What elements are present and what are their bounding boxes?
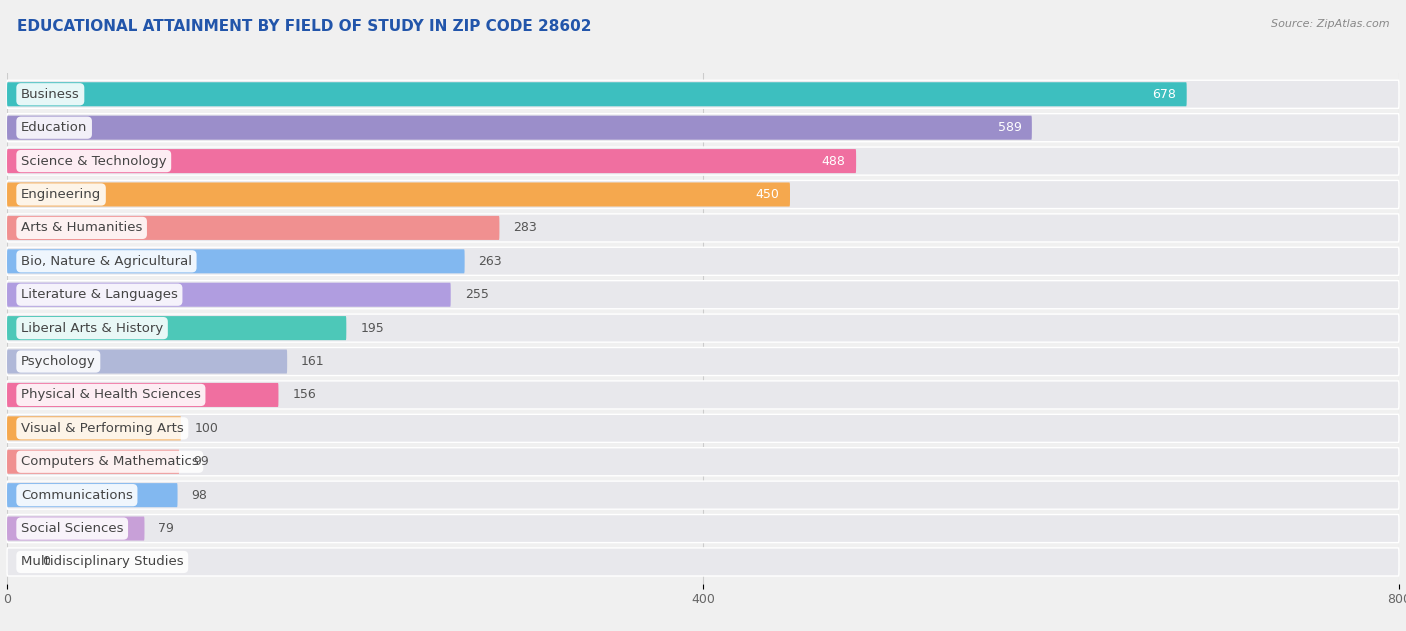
Text: 161: 161 xyxy=(301,355,325,368)
Text: Multidisciplinary Studies: Multidisciplinary Studies xyxy=(21,555,184,569)
FancyBboxPatch shape xyxy=(7,114,1399,142)
Text: 589: 589 xyxy=(997,121,1021,134)
Text: 99: 99 xyxy=(193,455,209,468)
FancyBboxPatch shape xyxy=(7,450,180,474)
Text: EDUCATIONAL ATTAINMENT BY FIELD OF STUDY IN ZIP CODE 28602: EDUCATIONAL ATTAINMENT BY FIELD OF STUDY… xyxy=(17,19,592,34)
FancyBboxPatch shape xyxy=(7,182,790,206)
Text: Liberal Arts & History: Liberal Arts & History xyxy=(21,322,163,334)
FancyBboxPatch shape xyxy=(7,350,287,374)
Text: Science & Technology: Science & Technology xyxy=(21,155,166,168)
FancyBboxPatch shape xyxy=(7,249,464,273)
Text: Social Sciences: Social Sciences xyxy=(21,522,124,535)
FancyBboxPatch shape xyxy=(7,415,1399,442)
Text: 283: 283 xyxy=(513,221,537,234)
FancyBboxPatch shape xyxy=(7,316,346,340)
Text: Visual & Performing Arts: Visual & Performing Arts xyxy=(21,422,184,435)
FancyBboxPatch shape xyxy=(7,82,1187,106)
FancyBboxPatch shape xyxy=(7,381,1399,409)
Text: 450: 450 xyxy=(755,188,779,201)
FancyBboxPatch shape xyxy=(7,147,1399,175)
FancyBboxPatch shape xyxy=(7,180,1399,208)
FancyBboxPatch shape xyxy=(7,80,1399,109)
FancyBboxPatch shape xyxy=(7,548,1399,576)
Text: 100: 100 xyxy=(195,422,219,435)
Text: Literature & Languages: Literature & Languages xyxy=(21,288,177,301)
FancyBboxPatch shape xyxy=(7,448,1399,476)
FancyBboxPatch shape xyxy=(7,383,278,407)
FancyBboxPatch shape xyxy=(7,517,145,541)
Text: 79: 79 xyxy=(159,522,174,535)
FancyBboxPatch shape xyxy=(7,348,1399,375)
FancyBboxPatch shape xyxy=(7,149,856,173)
FancyBboxPatch shape xyxy=(7,247,1399,275)
Text: 255: 255 xyxy=(464,288,488,301)
Text: 98: 98 xyxy=(191,488,207,502)
Text: Engineering: Engineering xyxy=(21,188,101,201)
FancyBboxPatch shape xyxy=(7,281,1399,309)
Text: Physical & Health Sciences: Physical & Health Sciences xyxy=(21,389,201,401)
FancyBboxPatch shape xyxy=(7,216,499,240)
Text: Communications: Communications xyxy=(21,488,132,502)
Text: Arts & Humanities: Arts & Humanities xyxy=(21,221,142,234)
Text: 678: 678 xyxy=(1153,88,1177,101)
Text: Business: Business xyxy=(21,88,80,101)
Text: 156: 156 xyxy=(292,389,316,401)
FancyBboxPatch shape xyxy=(7,416,181,440)
Text: Source: ZipAtlas.com: Source: ZipAtlas.com xyxy=(1271,19,1389,29)
Text: Education: Education xyxy=(21,121,87,134)
Text: 488: 488 xyxy=(821,155,845,168)
FancyBboxPatch shape xyxy=(7,314,1399,342)
FancyBboxPatch shape xyxy=(7,481,1399,509)
Text: 195: 195 xyxy=(360,322,384,334)
Text: Bio, Nature & Agricultural: Bio, Nature & Agricultural xyxy=(21,255,193,268)
Text: Computers & Mathematics: Computers & Mathematics xyxy=(21,455,198,468)
Text: 263: 263 xyxy=(478,255,502,268)
Text: 0: 0 xyxy=(42,555,49,569)
Text: Psychology: Psychology xyxy=(21,355,96,368)
FancyBboxPatch shape xyxy=(7,514,1399,543)
FancyBboxPatch shape xyxy=(7,483,177,507)
FancyBboxPatch shape xyxy=(7,115,1032,139)
FancyBboxPatch shape xyxy=(7,214,1399,242)
FancyBboxPatch shape xyxy=(7,283,451,307)
